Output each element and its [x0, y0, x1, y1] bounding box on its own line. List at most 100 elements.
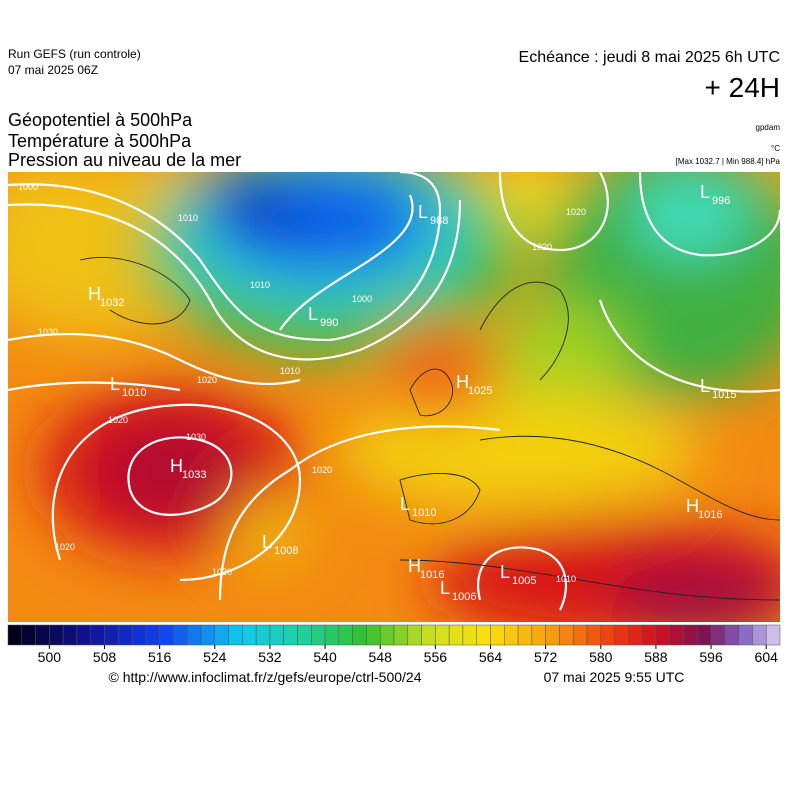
isobar-label: 1000: [352, 294, 372, 304]
colorbar-tick-label: 580: [589, 649, 613, 665]
colorbar-swatch: [545, 624, 560, 646]
center-value: 1033: [182, 469, 206, 481]
unit-temp: °C: [771, 144, 780, 153]
colorbar-swatch: [531, 624, 546, 646]
isobar-label: 1020: [532, 242, 552, 252]
colorbar-swatch: [765, 624, 781, 646]
center-value: 1025: [468, 385, 492, 397]
colorbar-swatch: [462, 624, 477, 646]
title-line: Température à 500hPa: [8, 131, 192, 151]
center-letter: L: [700, 182, 710, 202]
colorbar-swatch: [173, 624, 188, 646]
center-letter: H: [408, 556, 421, 576]
center-value: 1032: [100, 297, 124, 309]
colorbar-swatch: [697, 624, 712, 646]
colorbar-swatch: [448, 624, 464, 646]
colorbar-swatch: [407, 624, 422, 646]
source-link[interactable]: © http://www.infoclimat.fr/z/gefs/europe…: [108, 669, 421, 685]
colorbar-swatch: [186, 624, 202, 646]
colorbar: 500 508 516 524 532 540 548 556 564 572 580 588 596 6…: [7, 624, 781, 665]
unit-pressure: [Max 1032.7 | Min 988.4] hPa: [676, 157, 781, 166]
colorbar-swatch: [752, 624, 767, 646]
isobar-label: 1010: [556, 574, 576, 584]
colorbar-swatch: [628, 624, 643, 646]
colorbar-swatch: [572, 624, 588, 646]
isobar-label: 1020: [197, 375, 217, 385]
colorbar-swatch: [669, 624, 684, 646]
colorbar-swatch: [476, 624, 491, 646]
center-value: 990: [320, 317, 338, 329]
isobar-label: 1010: [280, 366, 300, 376]
render-date: 07 mai 2025 9:55 UTC: [544, 669, 685, 685]
isobar-label: 1020: [566, 207, 586, 217]
colorbar-swatch: [214, 624, 229, 646]
center-letter: L: [440, 578, 450, 598]
colorbar-swatch: [517, 624, 533, 646]
isobar-label: 1030: [38, 327, 58, 337]
colorbar-swatch: [393, 624, 409, 646]
colorbar-tick-label: 540: [313, 649, 337, 665]
center-value: 1010: [412, 507, 436, 519]
colorbar-swatch: [504, 624, 519, 646]
title-line: Géopotentiel à 500hPa: [8, 110, 193, 130]
colorbar-tick-label: 596: [699, 649, 723, 665]
colorbar-tick-label: 588: [644, 649, 668, 665]
colorbar-swatch: [104, 624, 119, 646]
colorbar-tick-label: 516: [148, 649, 172, 665]
isobar-label: 1000: [18, 182, 38, 192]
unit-gpdam: gpdam: [756, 123, 781, 132]
center-letter: L: [700, 376, 710, 396]
colorbar-swatch: [297, 624, 312, 646]
center-value: 1006: [452, 591, 476, 603]
colorbar-swatch: [255, 624, 271, 646]
center-value: 1015: [712, 389, 736, 401]
center-value: 1016: [420, 569, 444, 581]
colorbar-tick-label: 548: [369, 649, 393, 665]
run-label: Run GEFS (run controle): [8, 47, 141, 61]
center-letter: H: [456, 372, 469, 392]
colorbar-swatch: [710, 624, 726, 646]
isobar-label: 1020: [212, 567, 232, 577]
colorbar-tick-label: 572: [534, 649, 558, 665]
map: [8, 172, 780, 622]
colorbar-swatch: [62, 624, 78, 646]
center-letter: L: [262, 532, 272, 552]
colorbar-swatch: [655, 624, 670, 646]
colorbar-swatch: [641, 624, 657, 646]
colorbar-swatch: [90, 624, 105, 646]
center-letter: L: [500, 562, 510, 582]
colorbar-swatch: [600, 624, 615, 646]
colorbar-swatch: [338, 624, 353, 646]
center-value: 996: [712, 195, 730, 207]
center-letter: L: [400, 494, 410, 514]
colorbar-tick-label: 564: [479, 649, 503, 665]
colorbar-tick-label: 604: [755, 649, 779, 665]
colorbar-tick-label: 508: [93, 649, 117, 665]
colorbar-swatch: [269, 624, 284, 646]
center-letter: H: [686, 496, 699, 516]
center-letter: L: [308, 304, 318, 324]
colorbar-swatch: [559, 624, 574, 646]
colorbar-swatch: [352, 624, 367, 646]
center-letter: H: [88, 284, 101, 304]
colorbar-swatch: [7, 624, 23, 646]
center-letter: L: [418, 202, 428, 222]
colorbar-swatch: [131, 624, 147, 646]
colorbar-swatch: [324, 624, 340, 646]
colorbar-swatch: [379, 624, 395, 646]
colorbar-tick-label: 500: [38, 649, 62, 665]
colorbar-swatch: [76, 624, 91, 646]
colorbar-swatch: [21, 624, 36, 646]
center-value: 988: [430, 215, 448, 227]
colorbar-swatch: [283, 624, 298, 646]
colorbar-swatch: [366, 624, 381, 646]
isobar-label: 1020: [312, 465, 332, 475]
colorbar-swatch: [242, 624, 257, 646]
center-letter: H: [170, 456, 183, 476]
colorbar-swatch: [228, 624, 243, 646]
colorbar-tick-label: 532: [258, 649, 282, 665]
echeance: Echéance : jeudi 8 mai 2025 6h UTC: [519, 49, 780, 66]
colorbar-swatch: [586, 624, 602, 646]
